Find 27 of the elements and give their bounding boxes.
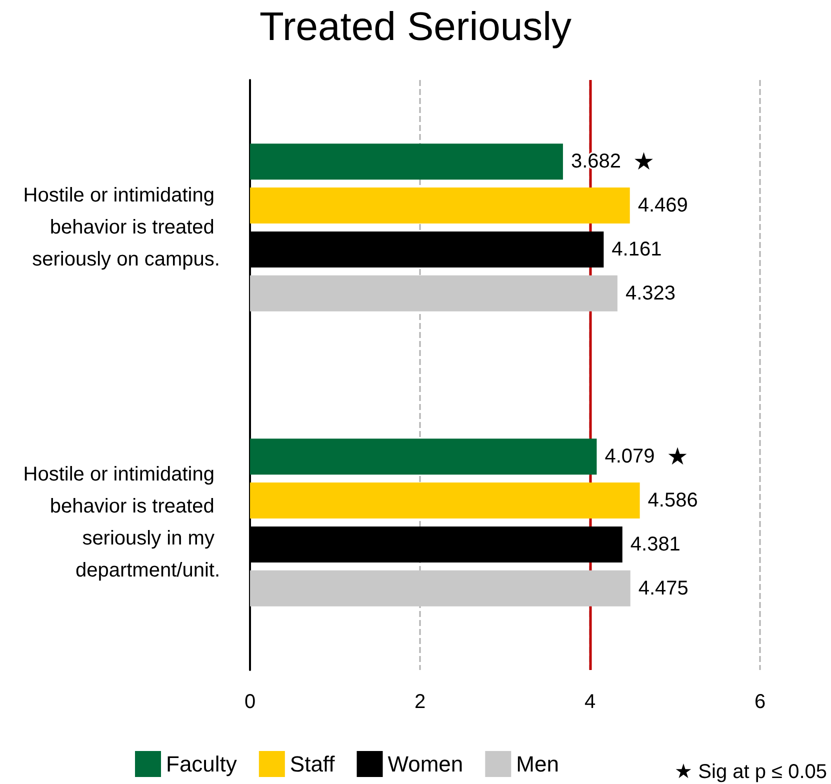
- y-tick-label: Hostile or intimidating behavior is treated seriously on campus.: [23, 184, 220, 270]
- data-label: 4.161: [612, 238, 662, 260]
- annotation: ★: [666, 442, 688, 471]
- bar: [250, 144, 563, 180]
- data-label: 4.475: [638, 577, 688, 600]
- legend-label: Men: [516, 752, 559, 776]
- chart-title: Treated Seriously: [260, 5, 572, 49]
- bar: [250, 438, 597, 475]
- x-tick-label: 2: [414, 691, 426, 713]
- bar: [250, 482, 640, 519]
- bar: [250, 570, 630, 606]
- data-label: 4.079: [604, 446, 655, 468]
- text: ★ Sig at p ≤ 0.05: [674, 761, 828, 783]
- data-label: 4.586: [648, 490, 698, 512]
- legend-label: Women: [388, 752, 464, 776]
- x-tick-label: 0: [244, 691, 256, 713]
- bar: [250, 188, 630, 224]
- data-label: 4.469: [638, 194, 688, 217]
- legend-label: Staff: [290, 752, 336, 776]
- data-label: 4.381: [630, 533, 680, 556]
- annotation: ★: [632, 148, 654, 176]
- data-label: 4.323: [625, 282, 676, 304]
- y-tick-label: Hostile or intimidating behavior is treated seriously in my department/unit.: [23, 464, 220, 582]
- bar: [250, 275, 618, 312]
- x-tick-label: 4: [584, 691, 596, 713]
- x-tick-label: 6: [754, 691, 766, 713]
- legend-label: Faculty: [166, 752, 237, 776]
